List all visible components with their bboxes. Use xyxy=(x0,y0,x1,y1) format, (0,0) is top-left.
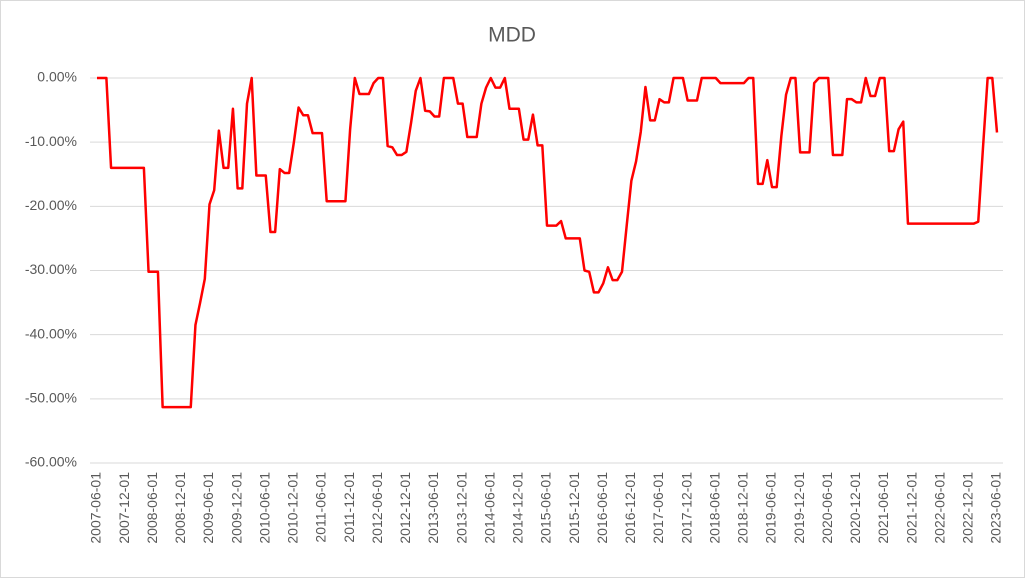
x-tick-label: 2022-12-01 xyxy=(960,472,976,544)
x-tick-label: 2015-06-01 xyxy=(538,472,554,544)
x-tick-label: 2014-12-01 xyxy=(510,472,526,544)
chart-title: MDD xyxy=(488,24,536,47)
x-tick-label: 2019-06-01 xyxy=(763,472,779,544)
x-tick-label: 2013-06-01 xyxy=(425,472,441,544)
x-tick-label: 2016-12-01 xyxy=(622,472,638,544)
x-tick-label: 2021-06-01 xyxy=(875,472,891,544)
y-tick-label: 0.00% xyxy=(37,69,77,85)
x-tick-label: 2007-12-01 xyxy=(116,472,132,544)
x-tick-label: 2013-12-01 xyxy=(453,472,469,544)
x-tick-label: 2012-06-01 xyxy=(369,472,385,544)
x-tick-label: 2008-12-01 xyxy=(172,472,188,544)
x-tick-label: 2018-12-01 xyxy=(735,472,751,544)
x-tick-label: 2021-12-01 xyxy=(903,472,919,544)
x-tick-label: 2008-06-01 xyxy=(144,472,160,544)
x-tick-label: 2018-06-01 xyxy=(706,472,722,544)
y-tick-label: -40.00% xyxy=(25,325,77,341)
x-tick-label: 2016-06-01 xyxy=(594,472,610,544)
x-tick-label: 2010-06-01 xyxy=(256,472,272,544)
x-tick-label: 2020-06-01 xyxy=(819,472,835,544)
x-tick-label: 2017-12-01 xyxy=(678,472,694,544)
x-tick-label: 2011-06-01 xyxy=(313,472,329,543)
x-tick-label: 2015-12-01 xyxy=(566,472,582,544)
x-tick-label: 2017-06-01 xyxy=(650,472,666,544)
y-tick-label: -50.00% xyxy=(25,390,77,406)
y-tick-label: -10.00% xyxy=(25,133,77,149)
x-tick-label: 2010-12-01 xyxy=(285,472,301,544)
x-tick-label: 2012-12-01 xyxy=(397,472,413,544)
x-tick-label: 2009-12-01 xyxy=(228,472,244,544)
data-line xyxy=(97,76,999,409)
x-tick-label: 2011-12-01 xyxy=(341,472,357,543)
x-tick-label: 2020-12-01 xyxy=(847,472,863,544)
x-tick-label: 2019-12-01 xyxy=(791,472,807,544)
x-tick-label: 2007-06-01 xyxy=(88,472,104,544)
x-tick-label: 2009-06-01 xyxy=(200,472,216,544)
x-tick-label: 2014-06-01 xyxy=(481,472,497,544)
x-tick-label: 2023-06-01 xyxy=(988,472,1004,544)
y-tick-label: -30.00% xyxy=(25,261,77,277)
x-tick-label: 2022-06-01 xyxy=(931,472,947,544)
y-tick-label: -20.00% xyxy=(25,197,77,213)
y-tick-label: -60.00% xyxy=(25,454,77,470)
